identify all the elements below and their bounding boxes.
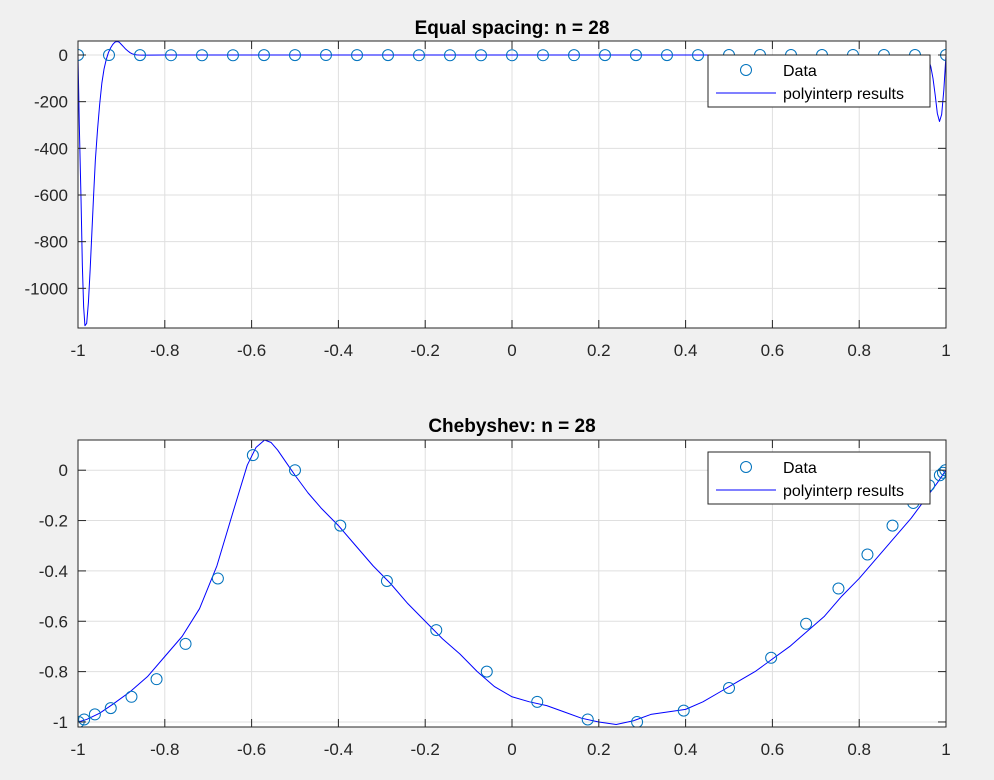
data-point bbox=[211, 572, 224, 585]
x-tick-label: 0.4 bbox=[674, 341, 698, 360]
data-point bbox=[568, 49, 581, 62]
x-tick-label: -1 bbox=[70, 341, 85, 360]
data-point bbox=[599, 49, 612, 62]
x-tick-label: -1 bbox=[70, 740, 85, 759]
chart-chebyshev: -1 -0.8 -0.6 -0.4 -0.2 0 0.2 0.4 0.6 0.8 1 -1 -0.8 -0… bbox=[39, 416, 951, 759]
y-tick-label: -800 bbox=[34, 233, 68, 252]
data-point bbox=[382, 49, 395, 62]
data-point bbox=[692, 49, 705, 62]
data-point bbox=[380, 574, 393, 587]
data-point bbox=[289, 464, 301, 477]
y-tick-label: -0.8 bbox=[39, 663, 68, 682]
x-tick-label: 0.8 bbox=[847, 740, 871, 759]
chart-title: Equal spacing: n = 28 bbox=[415, 18, 610, 39]
legend-box bbox=[707, 54, 931, 108]
data-point bbox=[165, 49, 178, 62]
x-tick-label: -0.8 bbox=[150, 341, 179, 360]
data-point bbox=[226, 49, 239, 62]
x-tick-label: 0 bbox=[507, 341, 516, 360]
data-point bbox=[246, 449, 259, 462]
data-point bbox=[150, 673, 163, 686]
legend-line-label: polyinterp results bbox=[783, 86, 904, 103]
ticks: -1 -0.8 -0.6 -0.4 -0.2 0 0.2 0.4 0.6 0.8 1 -1 -0.8 -0… bbox=[39, 440, 951, 759]
x-tick-label: 0 bbox=[507, 740, 516, 759]
data-point bbox=[102, 49, 115, 62]
legend-data-label: Data bbox=[783, 460, 817, 477]
chart-title: Chebyshev: n = 28 bbox=[428, 416, 595, 437]
data-point bbox=[660, 49, 673, 62]
data-point bbox=[289, 49, 301, 62]
legend-data-marker bbox=[740, 461, 752, 473]
x-tick-label: 0.2 bbox=[587, 341, 611, 360]
x-tick-label: -0.8 bbox=[150, 740, 179, 759]
data-point bbox=[475, 49, 488, 62]
x-tick-label: 0.6 bbox=[761, 740, 785, 759]
x-tick-label: 0.8 bbox=[847, 341, 871, 360]
y-tick-label: -400 bbox=[34, 139, 68, 158]
y-tick-label: -200 bbox=[34, 93, 68, 112]
data-point bbox=[723, 681, 735, 694]
data-point bbox=[506, 49, 518, 62]
data-point bbox=[677, 704, 690, 717]
data-point bbox=[480, 665, 493, 678]
y-tick-label: -0.4 bbox=[39, 562, 68, 581]
data-point bbox=[800, 617, 813, 630]
legend-data-marker bbox=[740, 64, 752, 76]
x-tick-label: -0.6 bbox=[237, 740, 266, 759]
data-point bbox=[765, 651, 778, 664]
data-point bbox=[104, 702, 117, 715]
data-point bbox=[78, 713, 91, 726]
legend[interactable]: Data polyinterp results bbox=[707, 451, 931, 505]
data-point bbox=[88, 708, 101, 721]
data-point bbox=[319, 49, 332, 62]
x-tick-label: -0.4 bbox=[324, 740, 353, 759]
y-tick-label: -600 bbox=[34, 186, 68, 205]
data-point bbox=[531, 695, 544, 708]
data-point bbox=[125, 690, 138, 703]
y-tick-label: -1000 bbox=[25, 279, 68, 298]
x-tick-label: 1 bbox=[941, 341, 950, 360]
x-tick-label: 0.6 bbox=[761, 341, 785, 360]
y-tick-label: -1 bbox=[53, 713, 68, 732]
x-tick-label: -0.4 bbox=[324, 341, 353, 360]
data-point bbox=[334, 519, 347, 532]
y-tick-label: 0 bbox=[59, 461, 68, 480]
ticks: -1 -0.8 -0.6 -0.4 -0.2 0 0.2 0.4 0.6 0.8 1 -1000 -80… bbox=[25, 41, 951, 360]
plot-area bbox=[78, 440, 946, 727]
data-point bbox=[443, 49, 456, 62]
data-point bbox=[258, 49, 271, 62]
legend-data-label: Data bbox=[783, 63, 817, 80]
series-line-polyinterp bbox=[78, 440, 946, 725]
legend-box bbox=[707, 451, 931, 505]
y-tick-label: 0 bbox=[59, 46, 68, 65]
x-tick-label: -0.2 bbox=[411, 740, 440, 759]
legend[interactable]: Data polyinterp results bbox=[707, 54, 931, 108]
data-point bbox=[936, 466, 946, 479]
data-point bbox=[134, 49, 147, 62]
data-point bbox=[832, 582, 845, 595]
y-tick-label: -0.2 bbox=[39, 512, 68, 531]
data-point bbox=[430, 624, 443, 637]
legend-line-label: polyinterp results bbox=[783, 483, 904, 500]
x-tick-label: -0.2 bbox=[411, 341, 440, 360]
data-point bbox=[629, 49, 642, 62]
y-tick-label: -0.6 bbox=[39, 612, 68, 631]
data-point bbox=[179, 637, 192, 650]
data-point bbox=[886, 519, 899, 532]
data-point bbox=[351, 49, 364, 62]
chart-equal-spacing: -1 -0.8 -0.6 -0.4 -0.2 0 0.2 0.4 0.6 0.8 1 -1000 -80… bbox=[25, 18, 951, 360]
data-point bbox=[581, 713, 594, 726]
data-point bbox=[861, 548, 874, 561]
x-tick-label: -0.6 bbox=[237, 341, 266, 360]
data-point bbox=[195, 49, 208, 62]
data-point bbox=[631, 715, 644, 727]
data-point bbox=[536, 49, 549, 62]
x-tick-label: 0.2 bbox=[587, 740, 611, 759]
x-tick-label: 0.4 bbox=[674, 740, 698, 759]
data-point bbox=[412, 49, 425, 62]
x-tick-label: 1 bbox=[941, 740, 950, 759]
